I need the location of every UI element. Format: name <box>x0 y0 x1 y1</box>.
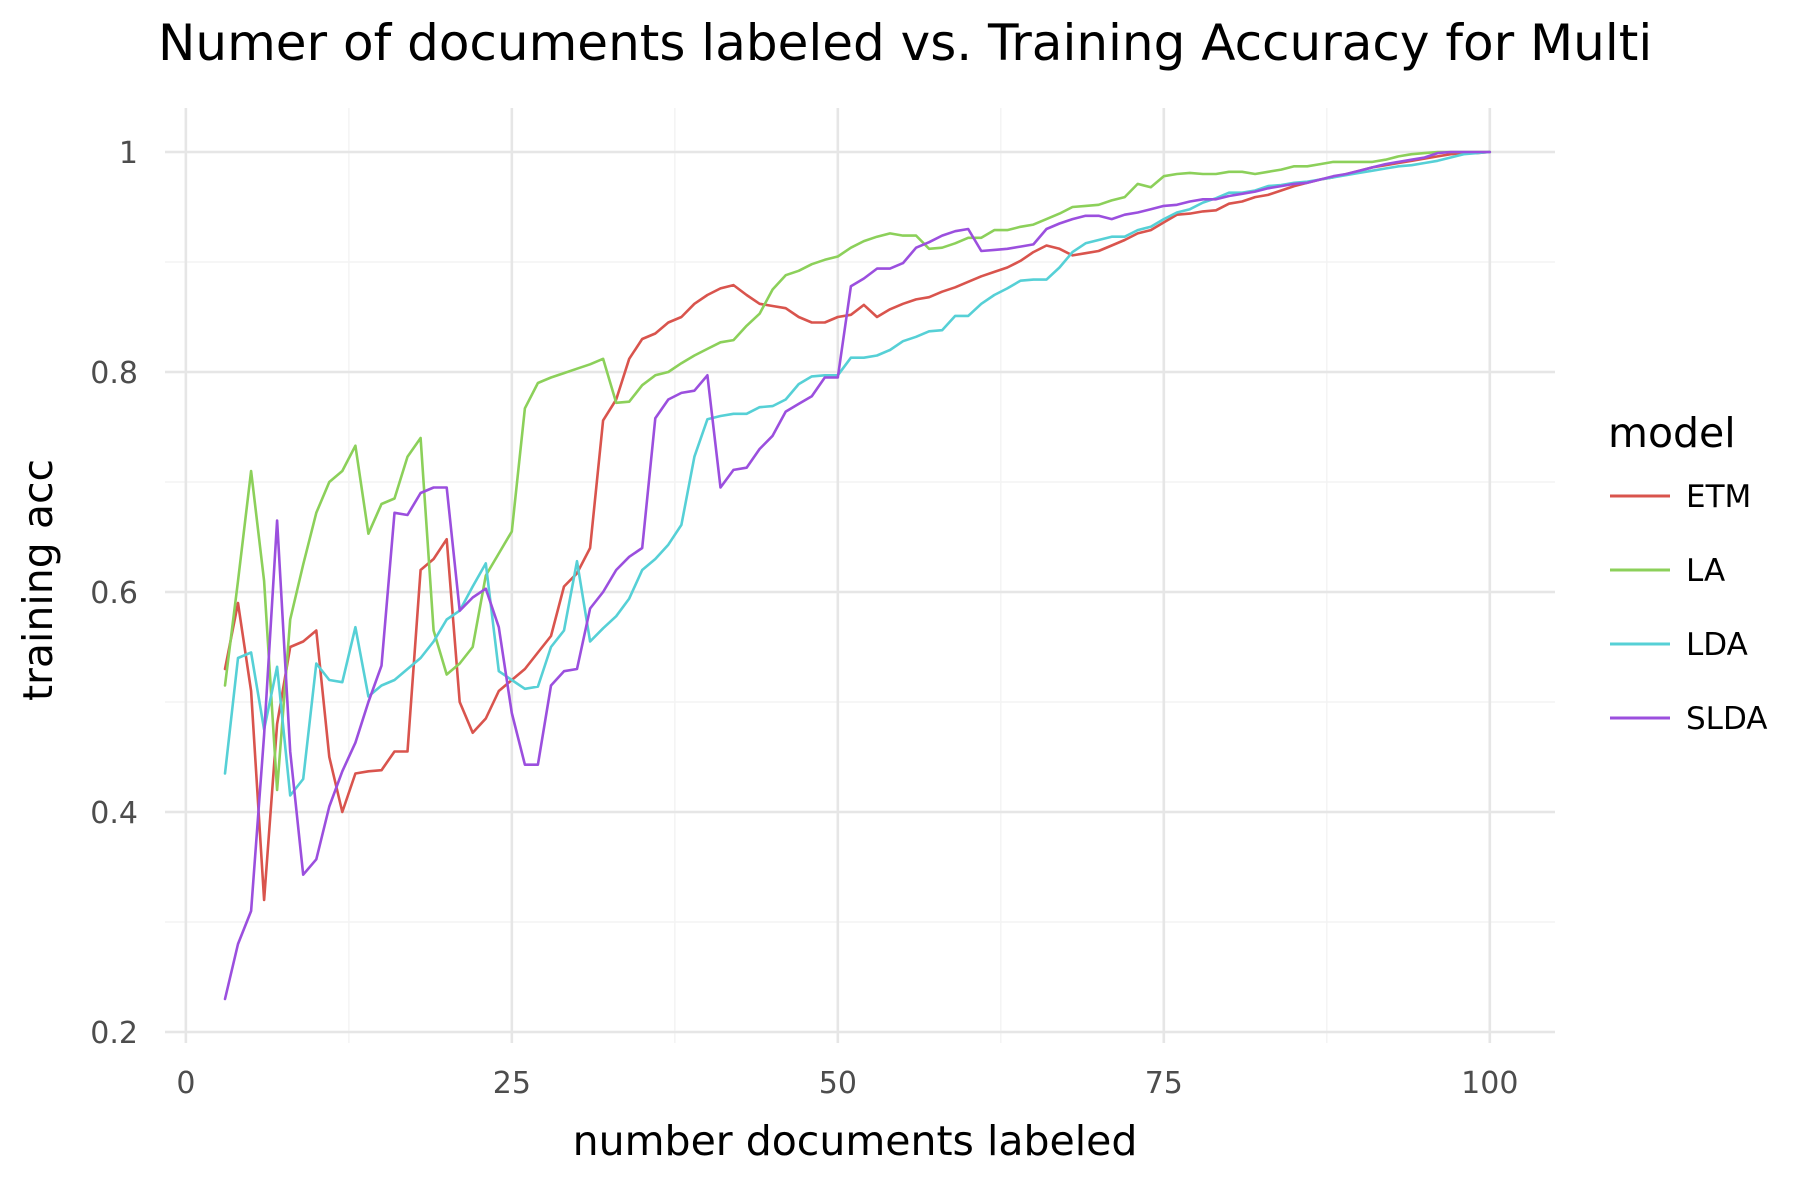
y-tick-label: 1 <box>119 136 138 171</box>
legend-label-la: LA <box>1686 553 1725 589</box>
x-tick-label: 0 <box>176 1066 195 1101</box>
series-line-etm <box>223 150 1492 902</box>
y-tick-label: 0.6 <box>90 576 138 611</box>
x-axis-ticks: 0 25 50 75 100 <box>176 1066 1518 1101</box>
y-axis-ticks: 0.2 0.4 0.6 0.8 1 <box>90 136 138 1051</box>
y-axis-title: training acc <box>14 459 62 701</box>
x-axis-title: number documents labeled <box>573 1117 1138 1165</box>
y-tick-label: 0.4 <box>90 796 138 831</box>
y-tick-label: 0.8 <box>90 356 138 391</box>
legend-label-etm: ETM <box>1686 479 1751 515</box>
x-tick-label: 50 <box>819 1066 857 1101</box>
x-tick-label: 25 <box>493 1066 531 1101</box>
legend-label-lda: LDA <box>1686 627 1748 663</box>
chart-title: Numer of documents labeled vs. Training … <box>158 14 1652 72</box>
grid <box>165 108 1555 1043</box>
legend-label-slda: SLDA <box>1686 701 1767 737</box>
x-tick-label: 75 <box>1145 1066 1183 1101</box>
y-tick-label: 0.2 <box>90 1016 138 1051</box>
x-tick-label: 100 <box>1461 1066 1518 1101</box>
series-lines <box>223 150 1492 1001</box>
legend: model ETM LA LDA SLDA <box>1608 409 1767 737</box>
legend-title: model <box>1608 409 1736 457</box>
series-line-slda <box>223 150 1492 1001</box>
